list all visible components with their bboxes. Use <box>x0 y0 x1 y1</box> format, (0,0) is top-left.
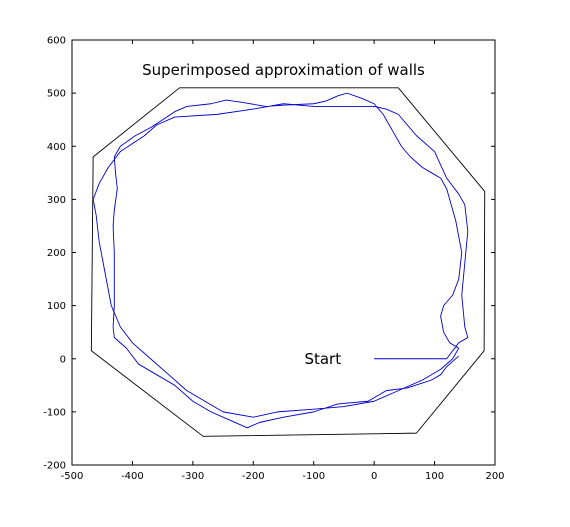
y-tick-label: 0 <box>60 354 66 365</box>
x-tick-label: 100 <box>425 471 444 482</box>
series-robot-path <box>92 92 469 429</box>
plot-frame <box>71 39 496 466</box>
y-tick-label: 200 <box>47 248 66 259</box>
x-tick-label: 0 <box>371 471 377 482</box>
x-tick-label: 200 <box>485 471 504 482</box>
plot-area <box>71 39 496 466</box>
chart-title: Superimposed approximation of walls <box>142 61 425 79</box>
ticks-layer: -500 -400 -300 -200 -100 0 100 200 -200 -100 0 100 2… <box>43 36 504 483</box>
x-tick-label: -400 <box>121 471 144 482</box>
y-tick-label: 400 <box>47 142 66 153</box>
y-tick-label: 500 <box>47 89 66 100</box>
y-tick-label: -200 <box>43 461 66 472</box>
text-layer: Superimposed approximation of walls Star… <box>142 61 425 368</box>
x-tick-label: -200 <box>242 471 265 482</box>
annotation-start-label: Start <box>304 350 341 368</box>
series-walls <box>90 87 486 437</box>
x-tick-label: -500 <box>61 471 84 482</box>
y-tick-label: 300 <box>47 195 66 206</box>
y-tick-label: 100 <box>47 301 66 312</box>
y-tick-label: -100 <box>43 407 66 418</box>
x-tick-label: -100 <box>302 471 325 482</box>
x-tick-label: -300 <box>182 471 205 482</box>
y-tick-label: 600 <box>47 36 66 47</box>
series-layer <box>90 87 486 437</box>
